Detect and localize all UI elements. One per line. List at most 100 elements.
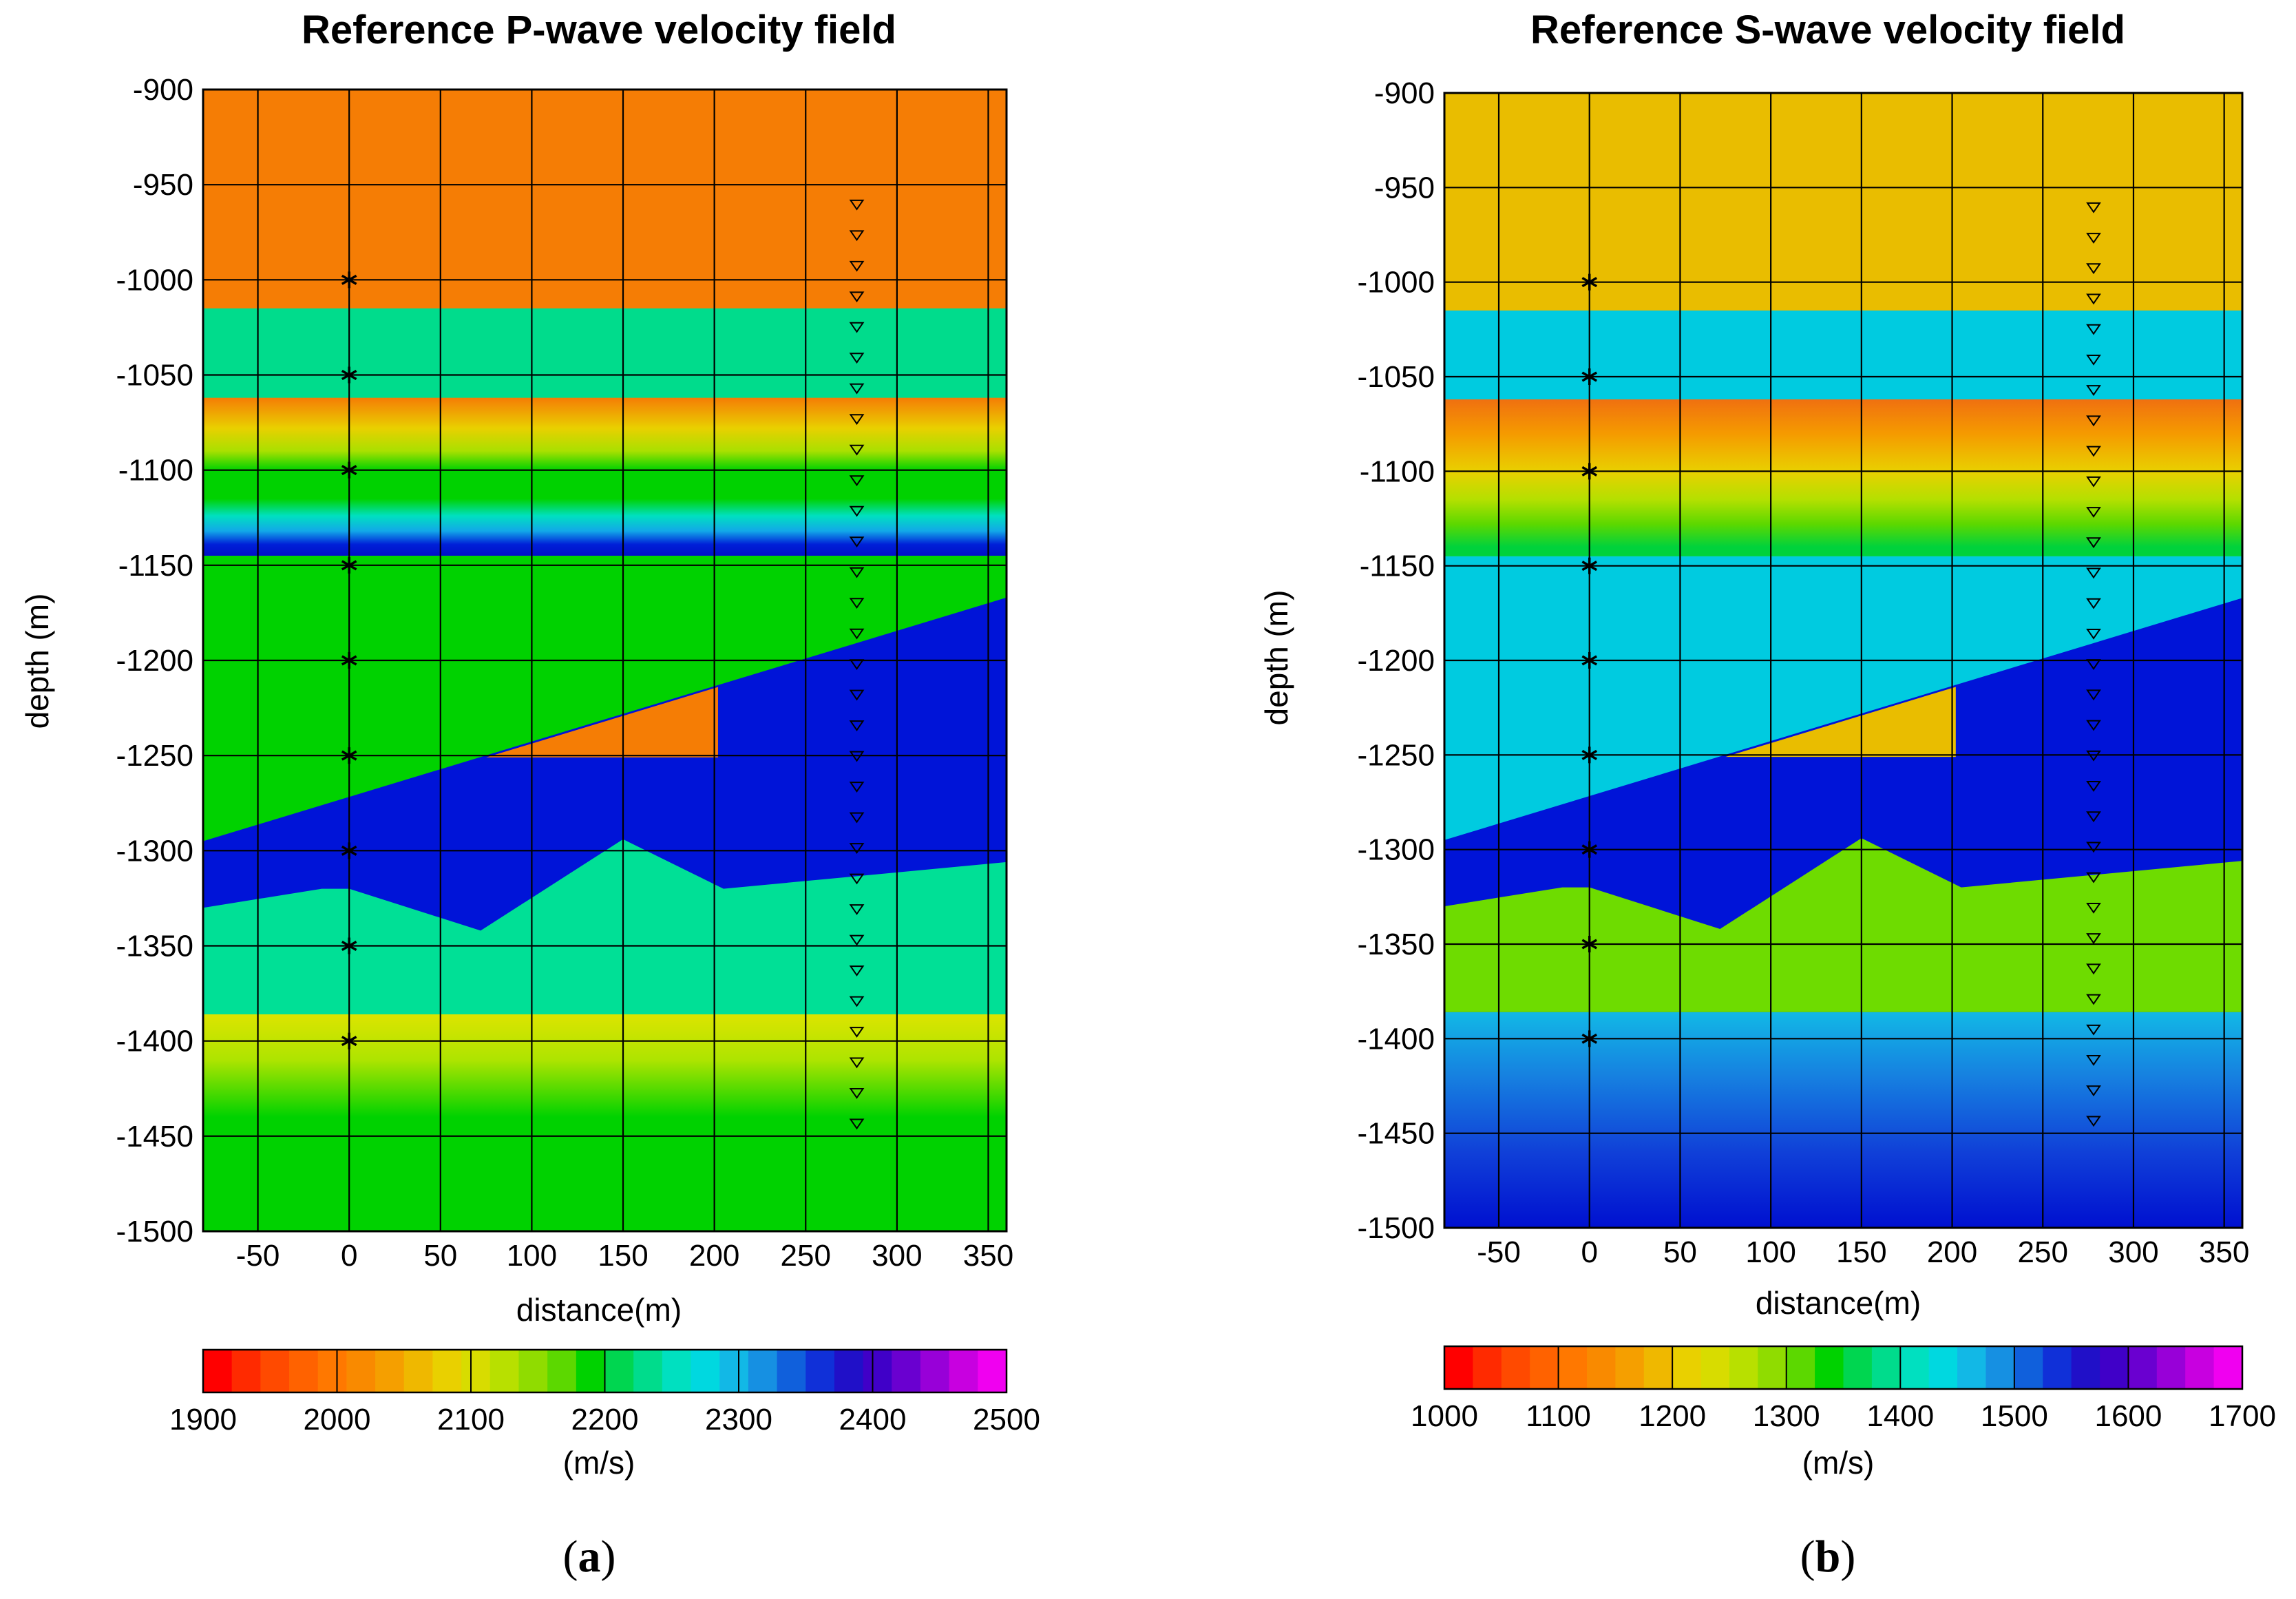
receiver-marker [849, 751, 865, 762]
receiver-marker [2086, 1024, 2101, 1036]
x-tick-label: 150 [1836, 1235, 1886, 1269]
colorbar-swatch [1501, 1346, 1530, 1389]
y-tick-label: -1250 [116, 739, 193, 773]
colorbar-tick-label: 1700 [2209, 1399, 2276, 1433]
y-tick-label: -1350 [116, 930, 193, 963]
receiver-marker [2086, 1085, 2101, 1097]
y-tick-label: -900 [1374, 76, 1435, 110]
colorbar-tick-label: 2500 [973, 1403, 1040, 1436]
colorbar-swatch [346, 1350, 376, 1392]
colorbar-swatch [203, 1350, 233, 1392]
receiver-marker [2086, 385, 2101, 396]
colorbar-swatch [662, 1350, 692, 1392]
colorbar-swatch [289, 1350, 319, 1392]
receiver-marker [849, 1118, 865, 1130]
receiver-marker [2086, 202, 2101, 213]
receiver-marker [849, 689, 865, 701]
receiver-marker [2086, 537, 2101, 549]
colorbar-swatch [604, 1350, 634, 1392]
colorbar-swatch [805, 1350, 835, 1392]
colorbar-tick-label: 1900 [169, 1403, 237, 1436]
y-tick-label: -1300 [1357, 833, 1435, 867]
receiver-marker [849, 1057, 865, 1069]
colorbar-swatch [1986, 1346, 2015, 1389]
x-tick-label: 300 [872, 1239, 922, 1273]
receiver-marker [2086, 933, 2101, 944]
receiver-marker [849, 444, 865, 456]
x-tick-label: 250 [2018, 1235, 2068, 1269]
colorbar-swatch [691, 1350, 720, 1392]
source-marker [1581, 746, 1597, 764]
receiver-marker [849, 873, 865, 885]
colorbar-tick-label: 2100 [437, 1403, 505, 1436]
colorbar-swatch [403, 1350, 434, 1392]
receiver-marker [2086, 659, 2101, 670]
receiver-marker [2086, 293, 2101, 305]
colorbar-swatch [375, 1350, 405, 1392]
y-tick-label: -1300 [116, 834, 193, 868]
source-marker [341, 271, 357, 289]
receiver-marker [2086, 354, 2101, 366]
receiver-marker [849, 1088, 865, 1099]
colorbar-swatch [489, 1350, 520, 1392]
x-tick-label: 350 [963, 1239, 1013, 1273]
receiver-marker [849, 996, 865, 1007]
source-marker [341, 747, 357, 764]
receiver-marker [2086, 415, 2101, 427]
panel-a-colorbar: 1900 2000 2100 2200 2300 2400 2500 [169, 1348, 1040, 1436]
panel-b-caption: (b) [1800, 1532, 1856, 1582]
x-tick-label: 200 [689, 1239, 739, 1273]
receiver-marker [2086, 1116, 2101, 1127]
plot-frame [202, 88, 1008, 1233]
colorbar-tick-label: 1600 [2094, 1399, 2162, 1433]
colorbar-tick-label: 1200 [1639, 1399, 1706, 1433]
colorbar-swatch [1530, 1346, 1559, 1389]
receiver-marker [849, 843, 865, 854]
x-tick-label: 250 [781, 1239, 831, 1273]
receiver-marker [849, 353, 865, 364]
receiver-marker [849, 659, 865, 671]
y-tick-label: -1400 [1357, 1022, 1435, 1056]
colorbar-swatch [2128, 1346, 2158, 1389]
x-tick-label: 0 [1581, 1235, 1597, 1269]
colorbar-tick-label: 2400 [839, 1403, 907, 1436]
x-tick-label: 150 [598, 1239, 648, 1273]
colorbar-swatch [2156, 1346, 2186, 1389]
source-marker [1581, 936, 1597, 952]
colorbar-swatch [231, 1350, 261, 1392]
receiver-marker [849, 475, 865, 487]
colorbar-swatch [1900, 1346, 1930, 1389]
layer-top [203, 90, 1007, 309]
x-tick-label: 50 [423, 1239, 457, 1273]
receiver-marker [2086, 233, 2101, 244]
colorbar-swatch [633, 1350, 663, 1392]
colorbar-swatch [1786, 1346, 1815, 1389]
receiver-marker [849, 505, 865, 517]
colorbar-swatch [1558, 1346, 1588, 1389]
x-tick-label: 0 [341, 1239, 357, 1273]
colorbar-swatch [1871, 1346, 1901, 1389]
receiver-marker [849, 199, 865, 211]
source-marker [341, 842, 357, 859]
colorbar-swatch [1473, 1346, 1502, 1389]
colorbar-swatch [461, 1350, 491, 1392]
colorbar-swatch [719, 1350, 749, 1392]
y-tick-label: -1100 [118, 454, 193, 488]
colorbar-swatch [2014, 1346, 2043, 1389]
colorbar-swatch [748, 1350, 778, 1392]
source-marker [1581, 463, 1597, 480]
colorbar-swatch [2071, 1346, 2100, 1389]
source-marker [1581, 557, 1597, 574]
y-tick-label: -1450 [1357, 1117, 1435, 1151]
panel-a-plot-area: -50 0 50 100 150 200 250 300 350 -900 -950 -1000 -10… [116, 73, 1013, 1273]
panel-b-x-axis-label: distance(m) [1756, 1285, 1921, 1321]
layer-gradient-upper [203, 397, 1007, 556]
colorbar-tick-label: 1100 [1526, 1399, 1591, 1433]
source-marker [1581, 368, 1597, 385]
receiver-marker [2086, 324, 2101, 335]
receiver-marker [2086, 567, 2101, 579]
colorbar-swatch [1643, 1346, 1673, 1389]
y-tick-label: -1450 [116, 1120, 193, 1153]
x-tick-label: -50 [236, 1239, 280, 1273]
